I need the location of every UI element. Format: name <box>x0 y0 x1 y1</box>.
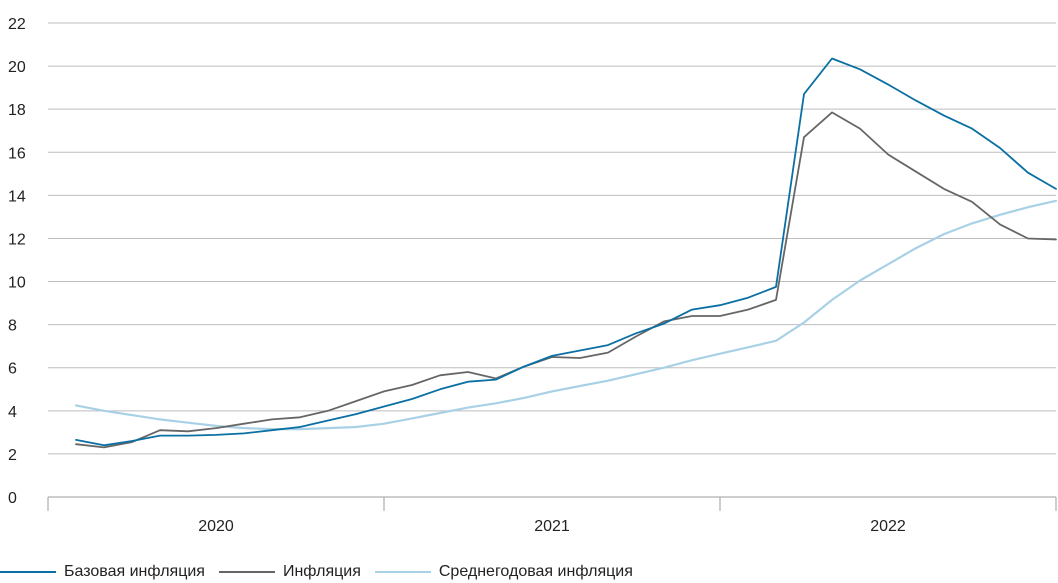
y-tick-label: 2 <box>8 447 17 464</box>
chart-legend: Базовая инфляция Инфляция Среднегодовая ин… <box>0 560 647 583</box>
series-lines <box>74 57 1058 449</box>
legend-swatch <box>0 570 56 573</box>
x-tick-label: 2020 <box>198 518 234 535</box>
series-line-0 <box>75 57 1057 447</box>
y-tick-label: 10 <box>8 275 26 292</box>
legend-label: Базовая инфляция <box>64 562 205 580</box>
y-tick-label: 22 <box>8 16 26 33</box>
series-line-2 <box>74 199 1058 431</box>
y-tick-label: 8 <box>8 318 17 335</box>
y-tick-label: 4 <box>8 404 17 421</box>
x-axis <box>47 496 1057 511</box>
y-tick-label: 14 <box>8 188 26 205</box>
legend-item: Инфляция <box>218 562 361 581</box>
legend-item: Базовая инфляция <box>0 563 205 581</box>
y-tick-label: 12 <box>8 231 26 248</box>
y-tick-label: 20 <box>8 59 26 76</box>
series-line-1 <box>75 111 1057 449</box>
x-tick-label: 2022 <box>870 518 906 535</box>
y-tick-label: 16 <box>8 145 26 162</box>
legend-item: Среднегодовая инфляция <box>374 562 633 581</box>
y-axis-tick-labels: 0 2 4 6 8 10 12 14 16 18 20 22 <box>8 16 26 507</box>
y-tick-label: 18 <box>8 102 26 119</box>
legend-swatch <box>218 570 275 573</box>
legend-label: Среднегодовая инфляция <box>438 562 633 580</box>
legend-label: Инфляция <box>282 562 361 580</box>
x-axis-tick-labels: 2020 2021 2022 <box>198 518 906 535</box>
gridlines <box>48 22 1056 455</box>
y-tick-label: 6 <box>8 361 17 378</box>
legend-swatch <box>374 570 431 573</box>
y-tick-label: 0 <box>8 490 17 507</box>
x-tick-label: 2021 <box>534 518 570 535</box>
